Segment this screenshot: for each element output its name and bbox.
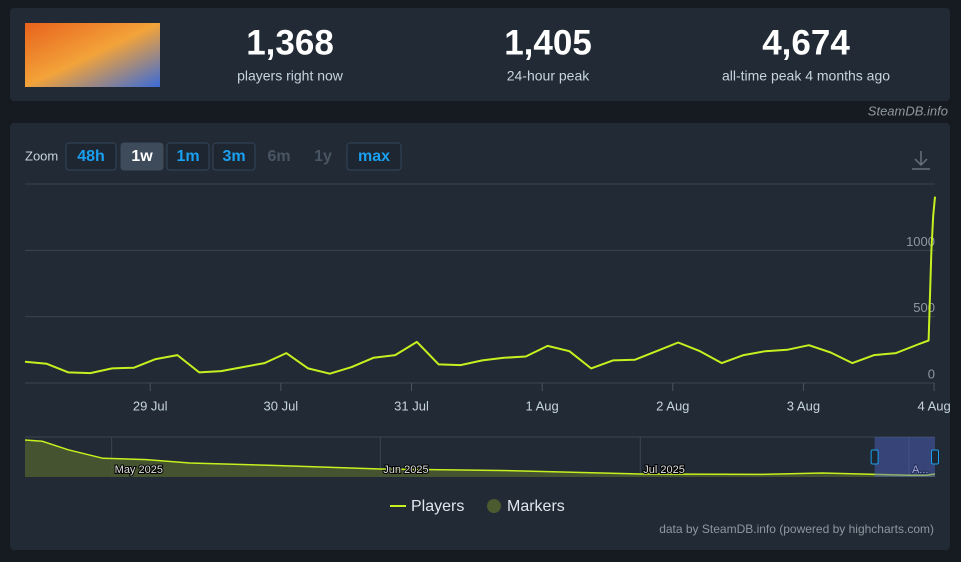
navigator-handle[interactable] [870,449,879,465]
navigator-tick-label: Jun 2025 [383,464,428,476]
zoom-option[interactable]: 1w [131,148,153,165]
x-tick-label: 1 Aug [526,398,559,413]
source: SteamDB.info [868,103,948,118]
stat-label: all-time peak 4 months ago [722,68,890,84]
navigator-handle[interactable] [931,449,939,465]
x-tick-label: 29 Jul [133,398,168,413]
x-tick-label: 30 Jul [264,398,299,413]
navigator-selection[interactable] [874,437,935,477]
zoom-label: Zoom [25,148,58,163]
navigator-tick-label: A... [912,464,929,476]
zoom-button[interactable] [166,142,210,171]
zoom-option[interactable]: 48h [77,148,105,165]
download-icon[interactable] [912,151,930,170]
zoom-option[interactable]: max [358,148,390,165]
chart-panel [10,123,950,550]
zoom-button[interactable] [346,142,402,171]
zoom-option: 6m [267,148,290,165]
legend-label[interactable]: Players [411,498,464,515]
stat-label: 24-hour peak [507,68,591,84]
credit: data by SteamDB.info (powered by highcha… [659,522,934,536]
zoom-button[interactable] [212,142,256,171]
players-line [24,196,936,375]
game-thumbnail [25,23,160,87]
x-tick-label: 2 Aug [656,398,689,413]
zoom-option[interactable]: 1m [176,148,199,165]
zoom-button[interactable] [120,142,164,171]
x-tick-label: 4 Aug [917,398,950,413]
navigator-line [24,439,936,477]
stat-value: 4,674 [762,23,850,62]
y-tick-label: 0 [928,366,935,381]
zoom-button[interactable] [65,142,117,171]
legend-label[interactable]: Markers [507,498,565,515]
zoom-option: 1y [314,148,332,165]
zoom-option[interactable]: 3m [222,148,245,165]
x-tick-label: 3 Aug [787,398,820,413]
navigator-tick-label: Jul 2025 [643,464,685,476]
x-tick-label: 31 Jul [394,398,429,413]
navigator-tick-label: May 2025 [115,464,163,476]
stat-value: 1,368 [246,23,334,62]
stats-panel [10,8,950,101]
stat-label: players right now [237,68,344,84]
legend-symbol [487,499,501,513]
navigator-area [25,440,935,477]
y-tick-label: 500 [913,300,935,315]
stat-value: 1,405 [504,23,592,62]
y-tick-label: 1000 [906,234,935,249]
